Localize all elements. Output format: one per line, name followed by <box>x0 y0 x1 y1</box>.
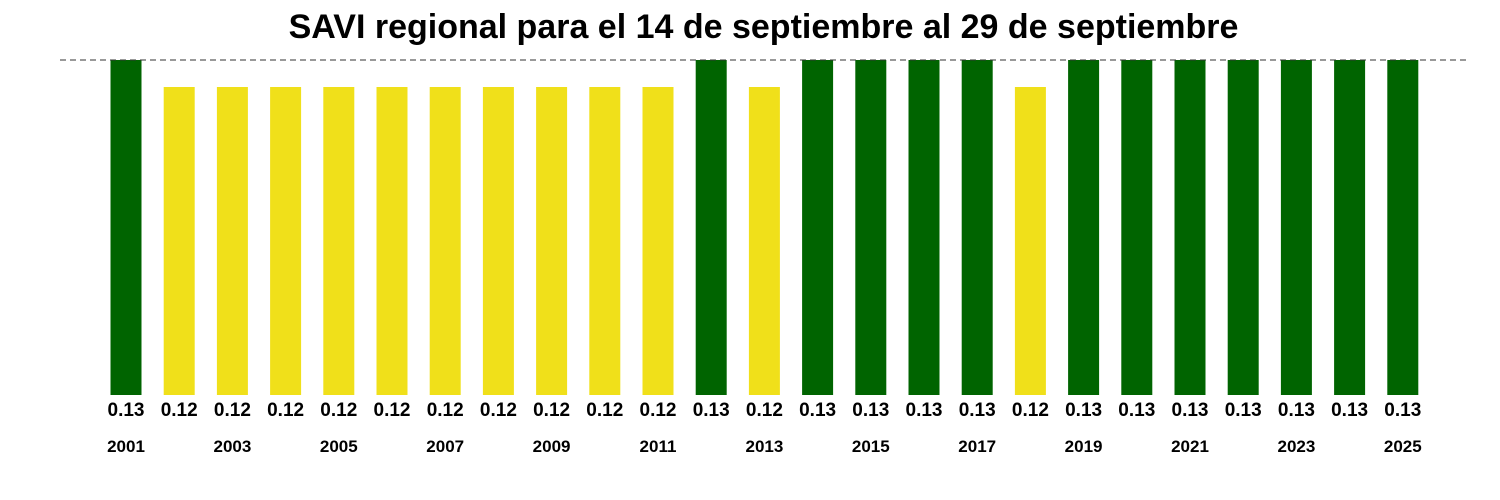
data-label-2001: 0.13 <box>108 400 145 421</box>
x-tick-label-2009: 2009 <box>533 437 571 456</box>
x-tick-labels-group: 2001 2003 2005 2007 2009 2011 2013 2015 2017 2019… <box>107 437 1422 456</box>
data-label-2019: 0.13 <box>1065 400 1102 421</box>
data-label-2015: 0.13 <box>852 400 889 421</box>
bar-2019 <box>1068 60 1100 395</box>
bar-2001 <box>110 60 142 395</box>
data-label-2002: 0.12 <box>161 400 198 421</box>
bar-2006 <box>376 87 408 395</box>
bars-group <box>110 60 1419 395</box>
bar-2013 <box>748 87 780 395</box>
bar-2015 <box>855 60 887 395</box>
bar-2007 <box>429 87 461 395</box>
x-tick-label-2001: 2001 <box>107 437 145 456</box>
chart-title: SAVI regional para el 14 de septiembre a… <box>288 8 1239 46</box>
x-tick-label-2011: 2011 <box>640 437 677 456</box>
x-tick-label-2005: 2005 <box>320 437 358 456</box>
data-label-2003: 0.12 <box>214 400 251 421</box>
bar-2010 <box>589 87 621 395</box>
data-labels-group: 0.13 0.12 0.12 0.12 0.12 0.12 0.12 0.12 0.12 0.12… <box>108 400 1422 421</box>
x-tick-label-2015: 2015 <box>852 437 890 456</box>
bar-2011 <box>642 87 674 395</box>
bar-2003 <box>216 87 248 395</box>
bar-2018 <box>1014 87 1046 395</box>
bar-2014 <box>802 60 834 395</box>
data-label-2009: 0.12 <box>533 400 570 421</box>
x-tick-label-2007: 2007 <box>426 437 464 456</box>
bar-2008 <box>482 87 514 395</box>
data-label-2025: 0.13 <box>1384 400 1421 421</box>
data-label-2014: 0.13 <box>799 400 836 421</box>
x-tick-label-2003: 2003 <box>213 437 251 456</box>
bar-2017 <box>961 60 993 395</box>
data-label-2005: 0.12 <box>320 400 357 421</box>
bar-2005 <box>323 87 355 395</box>
x-tick-label-2017: 2017 <box>958 437 996 456</box>
data-label-2011: 0.12 <box>640 400 677 421</box>
data-label-2022: 0.13 <box>1225 400 1262 421</box>
x-tick-label-2019: 2019 <box>1065 437 1103 456</box>
data-label-2024: 0.13 <box>1331 400 1368 421</box>
x-tick-label-2025: 2025 <box>1384 437 1422 456</box>
bar-2023 <box>1280 60 1312 395</box>
bar-2022 <box>1227 60 1259 395</box>
x-tick-label-2013: 2013 <box>745 437 783 456</box>
x-tick-label-2021: 2021 <box>1171 437 1209 456</box>
bar-2021 <box>1174 60 1206 395</box>
data-label-2017: 0.13 <box>959 400 996 421</box>
data-label-2018: 0.12 <box>1012 400 1049 421</box>
bar-2004 <box>270 87 302 395</box>
data-label-2010: 0.12 <box>586 400 623 421</box>
bar-2020 <box>1121 60 1153 395</box>
bar-2016 <box>908 60 940 395</box>
data-label-2006: 0.12 <box>374 400 411 421</box>
data-label-2004: 0.12 <box>267 400 304 421</box>
bar-2012 <box>695 60 727 395</box>
data-label-2012: 0.13 <box>693 400 730 421</box>
data-label-2013: 0.12 <box>746 400 783 421</box>
data-label-2021: 0.13 <box>1172 400 1209 421</box>
bar-2009 <box>536 87 568 395</box>
x-tick-label-2023: 2023 <box>1277 437 1315 456</box>
data-label-2008: 0.12 <box>480 400 517 421</box>
data-label-2023: 0.13 <box>1278 400 1315 421</box>
bar-2025 <box>1387 60 1419 395</box>
data-label-2007: 0.12 <box>427 400 464 421</box>
data-label-2016: 0.13 <box>906 400 943 421</box>
data-label-2020: 0.13 <box>1118 400 1155 421</box>
bar-2002 <box>163 87 195 395</box>
bar-2024 <box>1334 60 1366 395</box>
